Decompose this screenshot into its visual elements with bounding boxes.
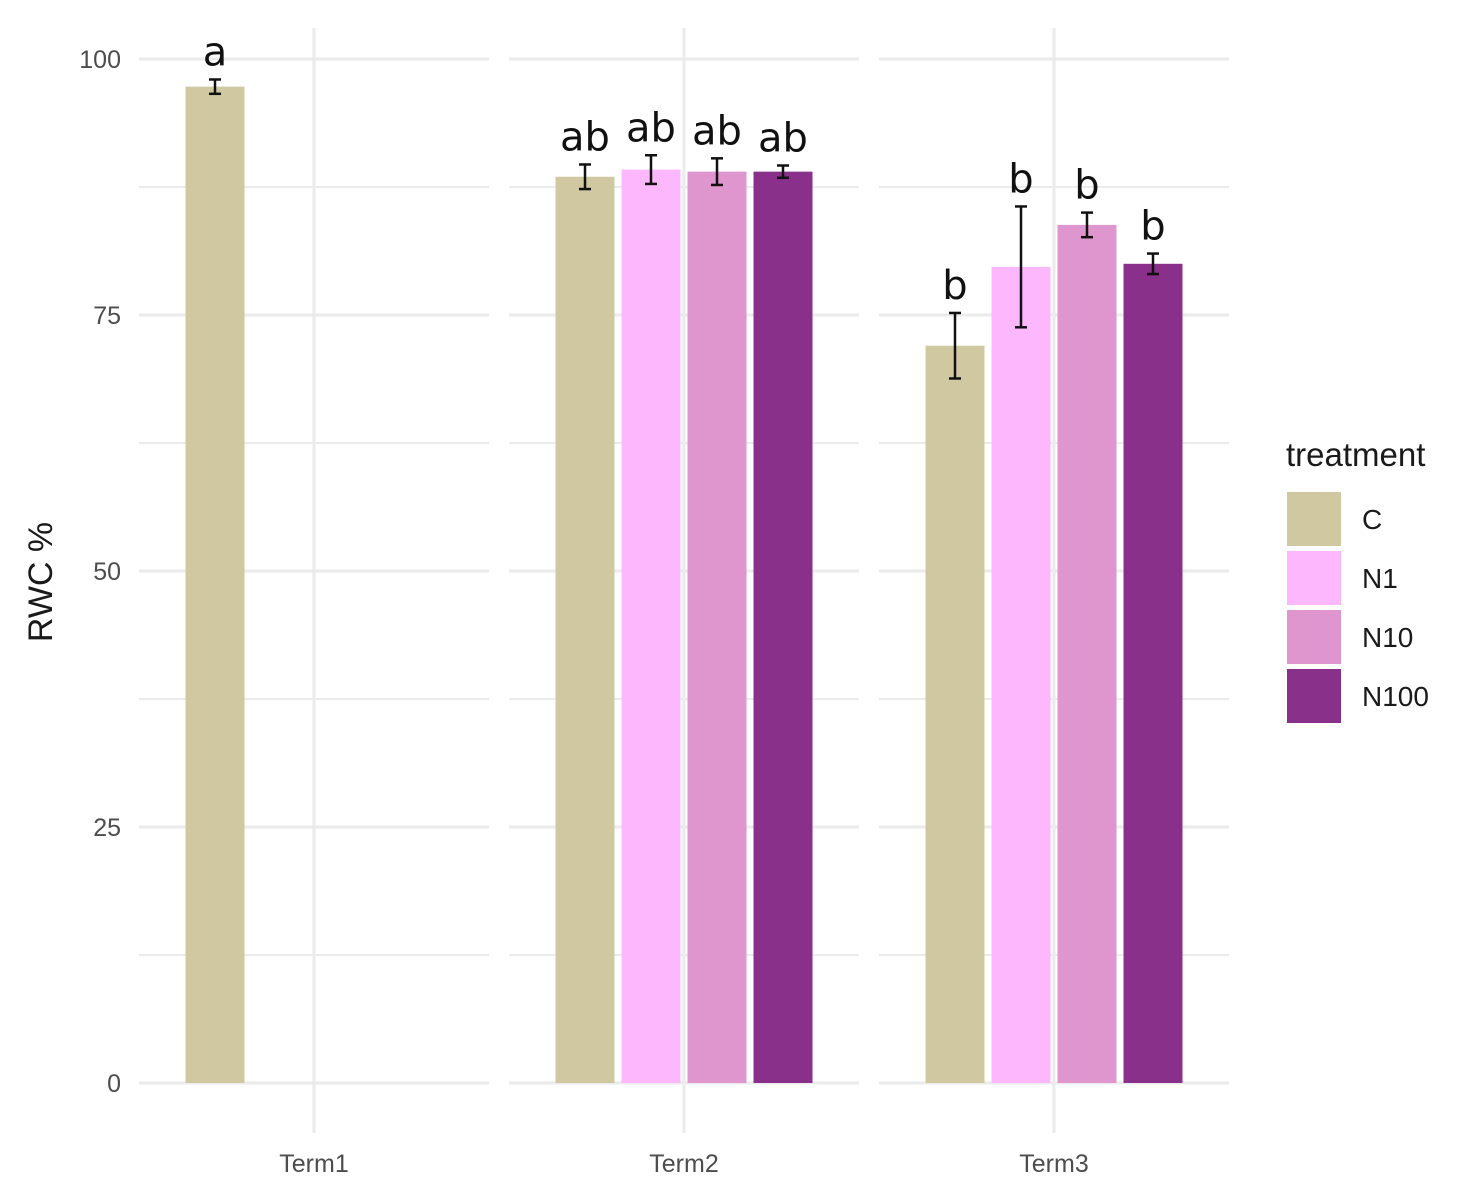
legend-title: treatment (1286, 436, 1425, 473)
bar (555, 176, 615, 1083)
significance-label: b (1008, 156, 1033, 202)
x-axis-ticks: Term1 Term2 Term3 (279, 1150, 1088, 1178)
legend-label: N100 (1362, 681, 1429, 712)
significance-label: b (1074, 163, 1099, 209)
bar (687, 171, 747, 1083)
significance-label: ab (626, 105, 676, 151)
x-tick-label: Term2 (649, 1150, 718, 1178)
significance-label: ab (758, 115, 808, 161)
legend-label: C (1362, 504, 1382, 535)
y-tick-label: 25 (93, 814, 121, 842)
x-tick-label: Term1 (279, 1150, 348, 1178)
x-tick-label: Term3 (1019, 1150, 1088, 1178)
bar (925, 345, 985, 1084)
significance-label: ab (692, 108, 742, 154)
significance-label: ab (560, 114, 610, 160)
y-axis-ticks: 0 25 50 75 100 (79, 46, 121, 1098)
legend-swatch (1287, 492, 1341, 546)
legend-swatch (1287, 610, 1341, 664)
significance-label: a (203, 29, 228, 75)
legend: treatment C N1 N10 N100 (1286, 436, 1429, 723)
y-tick-label: 0 (107, 1070, 121, 1098)
significance-label: b (942, 263, 967, 309)
legend-label: N1 (1362, 563, 1398, 594)
bars (185, 86, 1183, 1084)
error-bars (209, 78, 1159, 380)
legend-swatch (1287, 669, 1341, 723)
y-tick-label: 75 (93, 302, 121, 330)
bar (185, 86, 245, 1083)
legend-items: C N1 N10 N100 (1287, 492, 1429, 723)
y-axis-title: RWC % (22, 522, 60, 642)
bar (1123, 263, 1183, 1083)
bar (1057, 224, 1117, 1083)
y-tick-label: 100 (79, 46, 121, 74)
legend-swatch (1287, 551, 1341, 605)
bar (621, 169, 681, 1084)
significance-label: b (1140, 204, 1165, 250)
bar (753, 171, 813, 1083)
legend-label: N10 (1362, 622, 1413, 653)
bar (991, 266, 1051, 1083)
y-tick-label: 50 (93, 558, 121, 586)
